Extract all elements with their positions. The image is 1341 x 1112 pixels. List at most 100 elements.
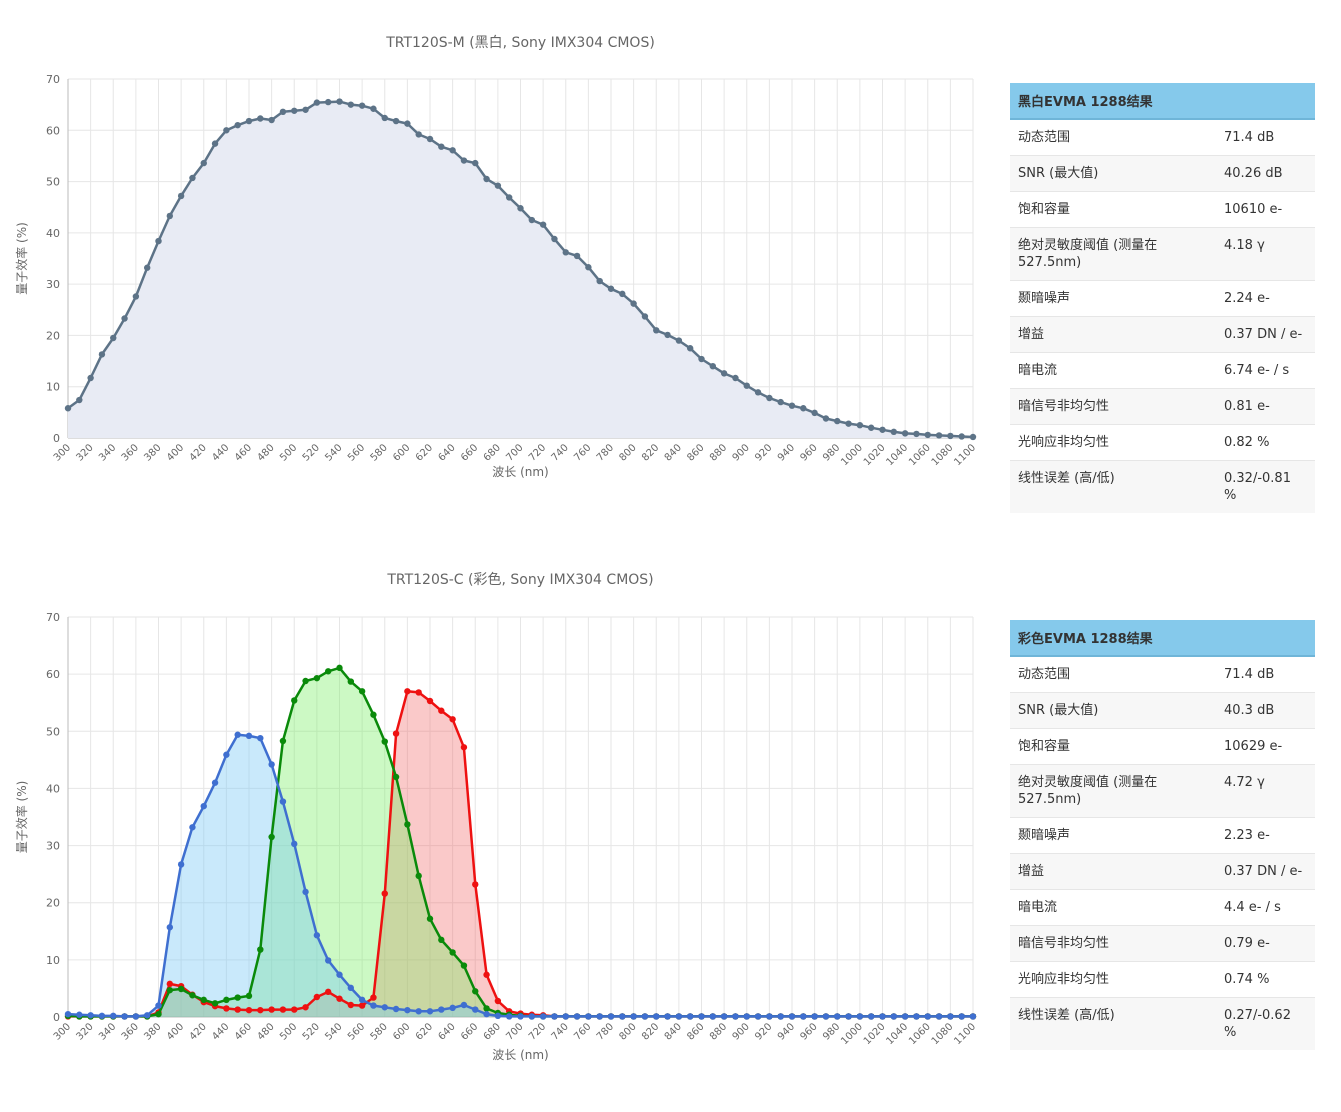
x-tick-label: 640 — [436, 1021, 457, 1042]
x-tick-label: 920 — [753, 1021, 774, 1042]
x-tick-label: 680 — [482, 442, 503, 463]
data-point — [347, 101, 355, 108]
data-point — [234, 121, 241, 129]
table-row: 线性误差 (高/低) 0.32/-0.81 % — [1010, 460, 1315, 513]
x-tick-label: 760 — [572, 1021, 593, 1042]
data-point — [562, 249, 569, 256]
data-point — [291, 1006, 298, 1013]
y-axis-title: 量子效率 (%) — [14, 222, 29, 295]
x-tick-label: 360 — [120, 1021, 141, 1042]
row-label: 动态范围 — [1010, 118, 1216, 156]
x-tick-label: 880 — [708, 442, 729, 463]
x-tick-label: 1080 — [930, 442, 956, 468]
x-tick-label: 500 — [278, 442, 299, 463]
data-point — [76, 1011, 83, 1018]
data-point — [596, 1013, 603, 1020]
y-tick-label: 10 — [46, 381, 60, 394]
x-tick-label: 620 — [414, 1021, 435, 1042]
data-point — [257, 115, 264, 122]
table-row: 增益 0.37 DN / e- — [1010, 316, 1315, 353]
table-row: 光响应非均匀性 0.74 % — [1010, 961, 1315, 998]
data-point — [200, 802, 207, 810]
data-point — [630, 300, 637, 307]
x-tick-label: 1060 — [907, 442, 933, 468]
data-point — [347, 984, 355, 992]
data-point — [675, 1013, 683, 1020]
x-tick-label: 1040 — [884, 1021, 910, 1047]
data-point — [822, 415, 830, 422]
data-point — [358, 688, 366, 695]
data-point — [653, 327, 660, 334]
data-point — [426, 1008, 434, 1015]
data-point — [302, 1004, 309, 1011]
row-value: 0.81 e- — [1216, 388, 1315, 425]
data-point — [766, 1013, 773, 1020]
data-point — [155, 237, 162, 245]
y-tick-label: 0 — [53, 432, 60, 445]
data-point — [619, 1013, 626, 1020]
data-point — [777, 398, 784, 406]
data-point — [483, 175, 490, 183]
data-point — [607, 1013, 615, 1020]
data-point — [562, 1013, 569, 1020]
data-point — [392, 1005, 400, 1013]
table-row: 暗信号非均匀性 0.81 e- — [1010, 388, 1315, 425]
chart-title: TRT120S-M (黑白, Sony IMX304 CMOS) — [385, 35, 655, 51]
data-point — [426, 135, 434, 143]
data-point — [98, 1012, 106, 1020]
y-tick-label: 30 — [46, 840, 60, 853]
row-label: 增益 — [1010, 853, 1216, 890]
y-tick-label: 40 — [46, 782, 60, 795]
data-point — [268, 116, 275, 124]
y-tick-label: 30 — [46, 278, 60, 291]
data-point — [166, 924, 174, 931]
data-point — [472, 1006, 479, 1013]
x-tick-label: 420 — [188, 1021, 209, 1042]
data-point — [347, 678, 355, 685]
data-point — [223, 751, 230, 758]
data-point — [313, 99, 321, 106]
data-point — [245, 117, 253, 125]
row-value: 71.4 dB — [1216, 655, 1315, 693]
data-point — [901, 430, 909, 437]
data-point — [302, 888, 309, 896]
table-row: 饱和容量 10610 e- — [1010, 191, 1315, 228]
x-tick-label: 400 — [165, 442, 186, 463]
x-tick-label: 860 — [685, 442, 706, 463]
data-point — [279, 737, 287, 745]
results-table: 黑白EVMA 1288结果 动态范围 71.4 dB SNR (最大值) 40.26 d… — [1010, 83, 1315, 513]
row-label: 暗电流 — [1010, 352, 1216, 389]
data-point — [834, 1013, 841, 1020]
data-point — [845, 1013, 852, 1020]
data-point — [788, 1013, 796, 1020]
data-point — [245, 992, 253, 1000]
data-point — [211, 140, 219, 147]
data-point — [958, 433, 965, 440]
data-point — [720, 1013, 728, 1020]
data-point — [573, 252, 581, 260]
table-row: 线性误差 (高/低) 0.27/-0.62 % — [1010, 997, 1315, 1050]
x-tick-label: 1000 — [839, 442, 865, 468]
x-tick-label: 440 — [210, 442, 231, 463]
data-point — [528, 216, 536, 224]
data-point — [698, 355, 705, 363]
data-point — [641, 1013, 649, 1020]
y-tick-label: 60 — [46, 668, 60, 681]
data-point — [200, 159, 207, 167]
x-tick-label: 780 — [595, 442, 616, 463]
data-point — [935, 432, 943, 439]
data-point — [867, 1013, 875, 1020]
data-point — [257, 734, 264, 742]
data-point — [743, 1013, 750, 1020]
data-point — [483, 1010, 490, 1018]
x-tick-label: 320 — [74, 1021, 95, 1042]
data-point — [664, 1013, 671, 1020]
x-tick-label: 960 — [798, 1021, 819, 1042]
x-tick-label: 440 — [210, 1021, 231, 1042]
x-tick-label: 700 — [504, 1021, 525, 1042]
x-tick-label: 580 — [369, 1021, 390, 1042]
data-point — [472, 988, 479, 995]
data-point — [845, 420, 852, 427]
data-point — [76, 396, 83, 404]
